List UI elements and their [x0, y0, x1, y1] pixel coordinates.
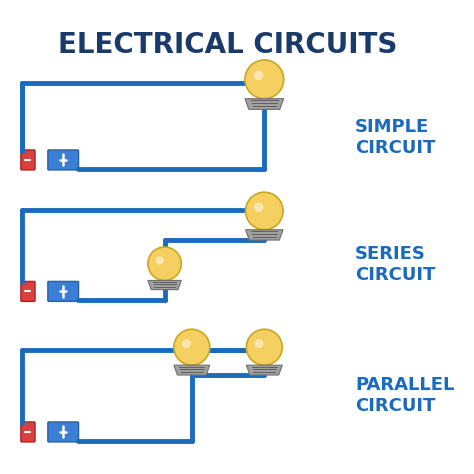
Circle shape	[245, 60, 284, 99]
FancyBboxPatch shape	[48, 422, 79, 442]
FancyBboxPatch shape	[21, 422, 35, 442]
Polygon shape	[148, 281, 182, 290]
FancyBboxPatch shape	[48, 150, 79, 170]
Circle shape	[174, 329, 210, 365]
Polygon shape	[245, 99, 284, 109]
FancyBboxPatch shape	[48, 282, 79, 301]
Circle shape	[155, 256, 164, 264]
Circle shape	[254, 71, 264, 80]
Polygon shape	[174, 365, 210, 375]
Polygon shape	[246, 365, 283, 375]
FancyBboxPatch shape	[21, 150, 35, 170]
Circle shape	[246, 192, 283, 230]
Text: PARALLEL
CIRCUIT: PARALLEL CIRCUIT	[355, 376, 455, 415]
Circle shape	[148, 247, 182, 281]
Text: ELECTRICAL CIRCUITS: ELECTRICAL CIRCUITS	[58, 31, 398, 59]
FancyBboxPatch shape	[21, 282, 35, 301]
Text: SIMPLE
CIRCUIT: SIMPLE CIRCUIT	[355, 118, 435, 157]
Circle shape	[255, 339, 264, 348]
Circle shape	[246, 329, 283, 365]
Text: SERIES
CIRCUIT: SERIES CIRCUIT	[355, 245, 435, 283]
Circle shape	[182, 339, 191, 348]
Polygon shape	[246, 230, 283, 240]
Circle shape	[254, 202, 264, 212]
